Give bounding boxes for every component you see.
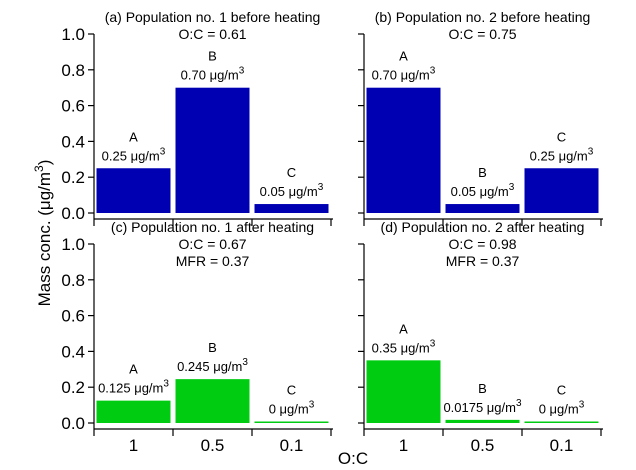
- bar-letter-d-A: A: [399, 321, 408, 336]
- bar-d-B: [445, 419, 520, 423]
- panel-subtitle-a: O:C = 0.61: [178, 26, 246, 42]
- bar-value-label-c-C: 0 μg/m3: [269, 400, 315, 417]
- bar-value-label-b-C: 0.25 μg/m3: [530, 146, 594, 163]
- panel-subtitle-d: MFR = 0.37: [446, 253, 520, 269]
- bar-value-label-c-B: 0.245 μg/m3: [177, 357, 248, 374]
- bar-a-A: [96, 168, 171, 213]
- bar-letter-a-C: C: [287, 165, 296, 180]
- panel-d: A 0.35 μg/m3 B 0.0175 μg/m3 C 0 μg/m3 1 0.5 0.1 (…: [358, 219, 603, 455]
- y-tick-label-a: 0.2: [61, 168, 85, 187]
- x-tick-label-c: 0.5: [201, 436, 225, 455]
- bar-c-A: [96, 400, 171, 423]
- x-tick-label-d: 0.1: [550, 436, 574, 455]
- x-tick-label-d: 1: [399, 436, 408, 455]
- bar-b-C: [524, 168, 599, 213]
- panels: A 0.25 μg/m3 B 0.70 μg/m3 C 0.05 μg/m3 0.0 0.2 0…: [61, 9, 603, 455]
- bar-letter-a-B: B: [208, 49, 217, 64]
- bar-value-label-c-A: 0.125 μg/m3: [98, 379, 169, 396]
- bar-letter-b-B: B: [478, 165, 487, 180]
- bar-value-label-a-C: 0.05 μg/m3: [260, 182, 324, 199]
- bar-letter-d-B: B: [478, 381, 487, 396]
- x-axis-label: O:C: [338, 449, 368, 468]
- bar-letter-d-C: C: [557, 383, 566, 398]
- panel-title-c: (c) Population no. 1 after heating: [111, 219, 314, 235]
- bar-letter-a-A: A: [129, 129, 138, 144]
- panel-subtitle-d: O:C = 0.98: [448, 236, 516, 252]
- x-tick-label-c: 1: [129, 436, 138, 455]
- bar-value-label-d-A: 0.35 μg/m3: [372, 338, 436, 355]
- bar-d-C: [524, 421, 599, 423]
- bar-value-label-d-B: 0.0175 μg/m3: [443, 398, 522, 415]
- panel-subtitle-c: O:C = 0.67: [178, 236, 246, 252]
- bar-letter-c-B: B: [208, 340, 217, 355]
- bar-b-B: [445, 204, 520, 213]
- y-tick-label-a: 0.8: [61, 61, 85, 80]
- bar-a-B: [175, 87, 250, 213]
- y-tick-label-c: 1.0: [61, 235, 85, 254]
- bar-value-label-b-B: 0.05 μg/m3: [451, 182, 515, 199]
- panel-c: A 0.125 μg/m3 B 0.245 μg/m3 C 0 μg/m3 0.0 0.2 0.…: [61, 219, 333, 455]
- y-tick-label-c: 0.6: [61, 307, 85, 326]
- panel-b: A 0.70 μg/m3 B 0.05 μg/m3 C 0.25 μg/m3 (b) Pop…: [358, 9, 603, 226]
- bar-d-A: [366, 360, 441, 423]
- panel-title-d: (d) Population no. 2 after heating: [381, 219, 585, 235]
- y-tick-label-c: 0.8: [61, 271, 85, 290]
- bar-c-B: [175, 379, 250, 423]
- panel-subtitle-c: MFR = 0.37: [176, 253, 250, 269]
- panel-title-a: (a) Population no. 1 before heating: [105, 9, 321, 25]
- bar-value-label-b-A: 0.70 μg/m3: [372, 66, 436, 83]
- x-tick-label-c: 0.1: [280, 436, 304, 455]
- y-tick-label-c: 0.0: [61, 414, 85, 433]
- y-tick-label-c: 0.2: [61, 378, 85, 397]
- bar-letter-c-A: A: [129, 362, 138, 377]
- y-tick-label-c: 0.4: [61, 342, 85, 361]
- panel-title-b: (b) Population no. 2 before heating: [375, 9, 591, 25]
- bar-letter-c-C: C: [287, 383, 296, 398]
- bar-value-label-d-C: 0 μg/m3: [539, 400, 585, 417]
- bar-a-C: [254, 204, 329, 213]
- panel-subtitle-b: O:C = 0.75: [448, 26, 516, 42]
- bar-letter-b-C: C: [557, 129, 566, 144]
- x-tick-label-d: 0.5: [471, 436, 495, 455]
- bar-value-label-a-A: 0.25 μg/m3: [102, 146, 166, 163]
- bar-letter-b-A: A: [399, 49, 408, 64]
- y-tick-label-a: 0.6: [61, 97, 85, 116]
- bar-b-A: [366, 87, 441, 213]
- y-axis-label: Mass conc. (μg/m3): [32, 160, 54, 307]
- bar-c-C: [254, 421, 329, 423]
- y-tick-label-a: 0.4: [61, 132, 85, 151]
- bar-value-label-a-B: 0.70 μg/m3: [181, 66, 245, 83]
- panel-a: A 0.25 μg/m3 B 0.70 μg/m3 C 0.05 μg/m3 0.0 0.2 0…: [61, 9, 333, 226]
- y-tick-label-a: 0.0: [61, 204, 85, 223]
- y-tick-label-a: 1.0: [61, 25, 85, 44]
